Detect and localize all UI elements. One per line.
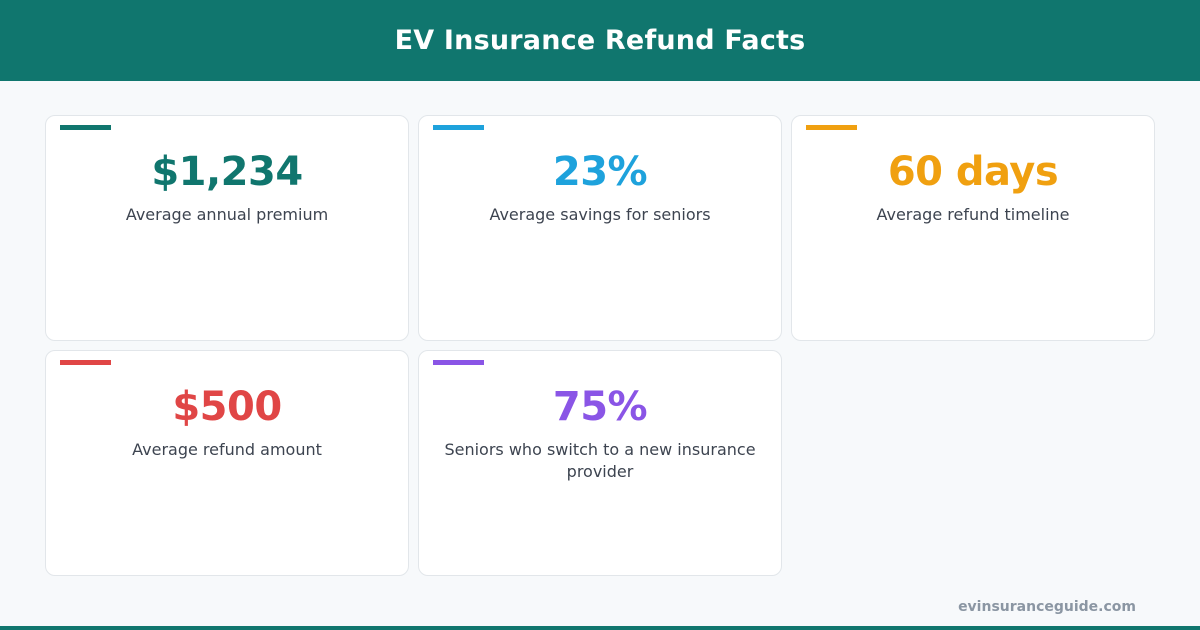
stat-label: Seniors who switch to a new insurance pr… xyxy=(444,440,756,481)
stat-value: $500 xyxy=(172,384,282,430)
card-accent-bar xyxy=(806,125,857,130)
stat-card-refund-timeline: 60 days Average refund timeline xyxy=(791,115,1155,341)
stat-label: Average refund timeline xyxy=(876,205,1070,224)
stat-card-provider-switch: 75% Seniors who switch to a new insuranc… xyxy=(418,350,782,576)
stat-card-annual-premium: $1,234 Average annual premium xyxy=(45,115,409,341)
bottom-accent-bar xyxy=(0,626,1200,630)
card-accent-bar xyxy=(433,125,484,130)
stat-value: 75% xyxy=(552,384,648,430)
stat-card-refund-amount: $500 Average refund amount xyxy=(45,350,409,576)
page-title: EV Insurance Refund Facts xyxy=(394,25,806,56)
stat-value: 23% xyxy=(552,149,648,195)
stat-value: 60 days xyxy=(887,149,1059,195)
stat-label: Average refund amount xyxy=(132,440,322,459)
stat-label: Average savings for seniors xyxy=(489,205,711,224)
page-header: EV Insurance Refund Facts xyxy=(0,0,1200,81)
card-accent-bar xyxy=(60,360,111,365)
stat-card-senior-savings: 23% Average savings for seniors xyxy=(418,115,782,341)
stat-label: Average annual premium xyxy=(125,205,329,224)
card-accent-bar xyxy=(60,125,111,130)
card-accent-bar xyxy=(433,360,484,365)
stat-value: $1,234 xyxy=(151,149,303,195)
site-url: evinsuranceguide.com xyxy=(958,599,1136,615)
